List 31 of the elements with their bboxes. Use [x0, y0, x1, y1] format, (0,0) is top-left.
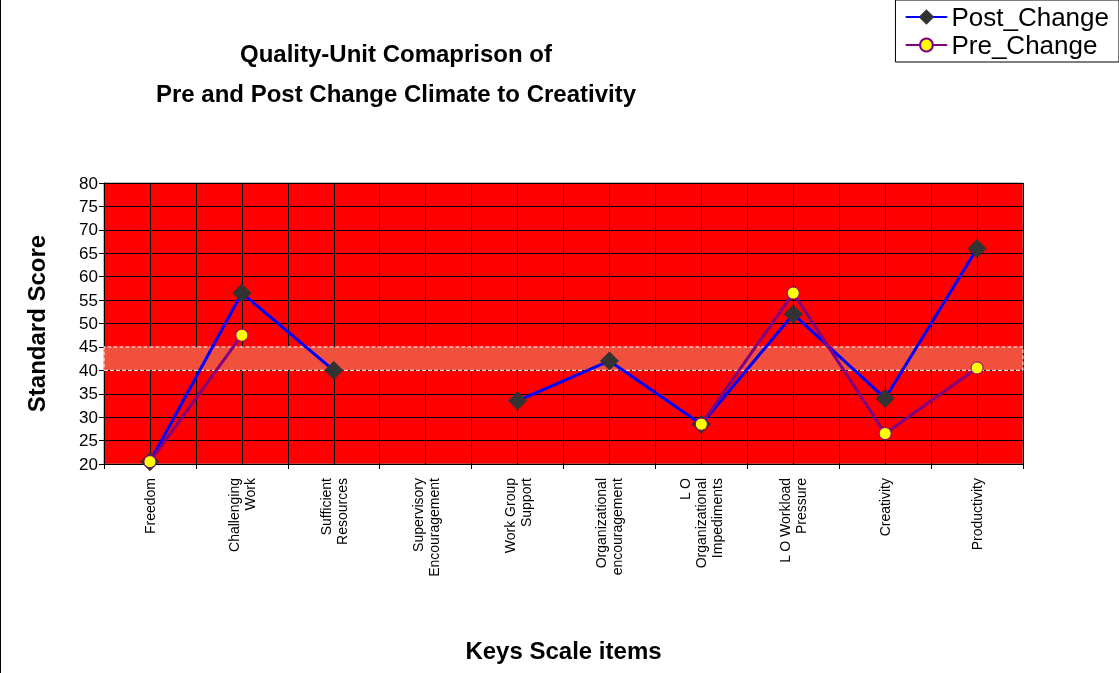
point	[786, 286, 800, 300]
x-axis-title: Keys Scale items	[465, 636, 662, 664]
x-tick-label: Creativity	[877, 478, 894, 537]
legend-label: Post_Change	[951, 2, 1109, 32]
y-tick-label: 80	[79, 173, 98, 193]
x-tick-label: Work Group Support	[501, 477, 534, 554]
y-tick-label: 65	[79, 243, 98, 263]
y-axis-title: Standard Score	[22, 234, 50, 413]
y-tick-label: 55	[79, 290, 98, 310]
point	[878, 427, 892, 441]
y-tick-label: 30	[79, 407, 98, 427]
y-tick-label: 45	[79, 337, 98, 357]
y-tick-label: 20	[79, 454, 98, 474]
x-tick-label: Productivity	[969, 478, 986, 551]
y-tick-label: 60	[79, 267, 98, 287]
legend-label: Pre_Change	[951, 30, 1098, 60]
x-tick-label: Freedom	[141, 478, 158, 535]
x-tick-label: Supervisory Encouragement	[409, 477, 442, 577]
y-tick-label: 50	[79, 314, 98, 333]
y-tick-label: 70	[79, 220, 98, 240]
x-tick-label: Challenging Work	[225, 477, 258, 552]
x-tick-label: L O Workload Pressure	[777, 477, 810, 563]
point	[235, 328, 249, 342]
point	[970, 361, 984, 375]
y-tick-label: 40	[79, 360, 98, 380]
y-tick-label: 35	[79, 384, 98, 404]
chart-title: Quality-Unit Comaprison of Pre and Post Change Climate to Creativity	[155, 39, 637, 107]
y-tick-label: 75	[79, 196, 98, 216]
x-tick-label: Organizational encouragement	[593, 477, 626, 576]
x-tick-label: Sufficient Resources	[317, 477, 350, 545]
y-tick-label: 25	[79, 431, 98, 451]
